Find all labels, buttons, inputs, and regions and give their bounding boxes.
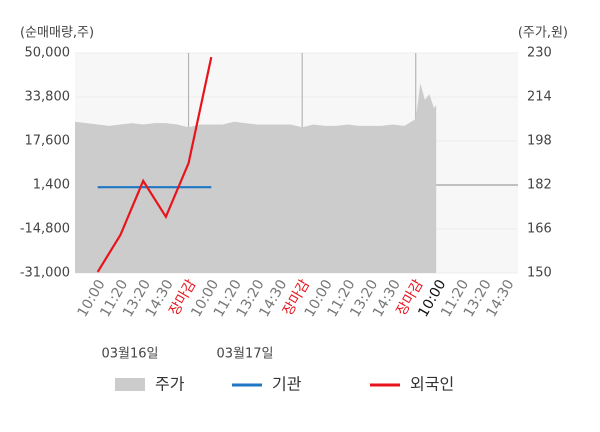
y2-tick-label: 150 <box>527 266 552 281</box>
y2-tick-label: 166 <box>527 222 552 237</box>
legend-label: 기관 <box>272 375 302 394</box>
price-area <box>75 83 437 273</box>
date-label: 03월16일 <box>101 347 158 362</box>
y-tick-label: -31,000 <box>20 266 70 281</box>
date-label: 03월17일 <box>216 347 273 362</box>
y2-tick-label: 214 <box>527 90 552 105</box>
y-tick-label: 17,600 <box>25 134 71 149</box>
legend-label: 외국인 <box>410 375 454 394</box>
y-axis-label: (순매매량,주) <box>20 26 94 41</box>
y-tick-label: 33,800 <box>25 90 71 105</box>
y2-axis-label: (주가,원) <box>518 26 568 41</box>
y-tick-label: 50,000 <box>25 46 71 61</box>
y2-tick-label: 230 <box>527 46 552 61</box>
y-tick-label: 1,400 <box>33 178 70 193</box>
legend-swatch <box>115 378 145 391</box>
y2-tick-label: 198 <box>527 134 552 149</box>
series-line <box>96 56 213 273</box>
legend-label: 주가 <box>155 375 185 394</box>
y2-tick-label: 182 <box>527 178 552 193</box>
y-tick-label: -14,800 <box>20 222 70 237</box>
